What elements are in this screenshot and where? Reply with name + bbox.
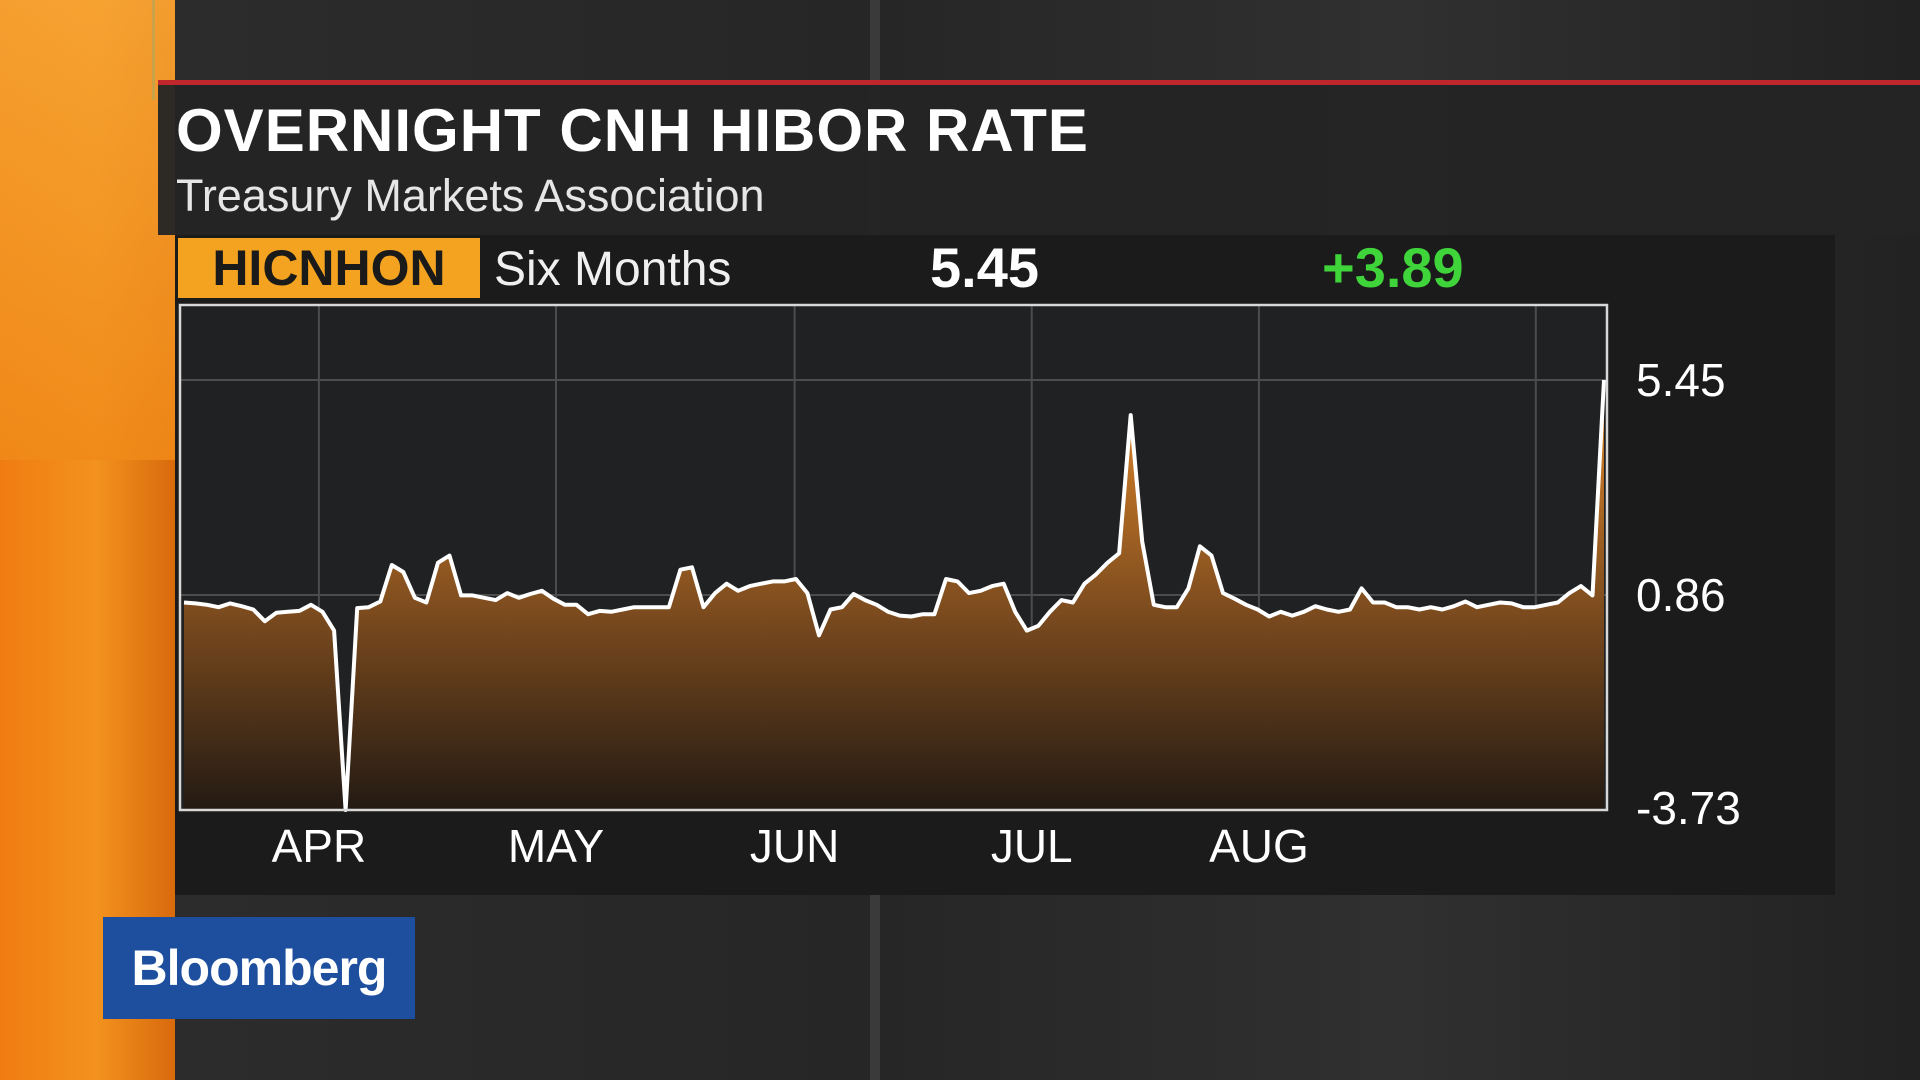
last-value: 5.45 <box>930 236 1039 299</box>
y-tick-label: -3.73 <box>1636 782 1741 834</box>
y-tick-label: 0.86 <box>1636 569 1726 621</box>
x-tick-label: JUL <box>991 820 1073 872</box>
plot-frame <box>178 303 1609 812</box>
change-value: +3.89 <box>1322 236 1464 299</box>
x-tick-label: APR <box>272 820 367 872</box>
period-label: Six Months <box>494 243 732 296</box>
x-tick-label: MAY <box>508 820 604 872</box>
chart-subtitle: Treasury Markets Association <box>176 170 765 221</box>
series-line <box>183 379 1606 812</box>
y-tick-label: 5.45 <box>1636 354 1726 406</box>
background-accent-line <box>152 0 155 100</box>
x-tick-label: JUN <box>750 820 839 872</box>
ticker-badge: HICNHON <box>178 238 480 298</box>
header-red-rule <box>158 80 1920 85</box>
title-panel <box>158 85 1920 235</box>
bloomberg-logo: Bloomberg <box>103 917 415 1019</box>
background-orange-highlight <box>0 0 175 460</box>
chart-title: OVERNIGHT CNH HIBOR RATE <box>176 97 1089 164</box>
x-tick-label: AUG <box>1209 820 1309 872</box>
series-area <box>184 380 1604 810</box>
